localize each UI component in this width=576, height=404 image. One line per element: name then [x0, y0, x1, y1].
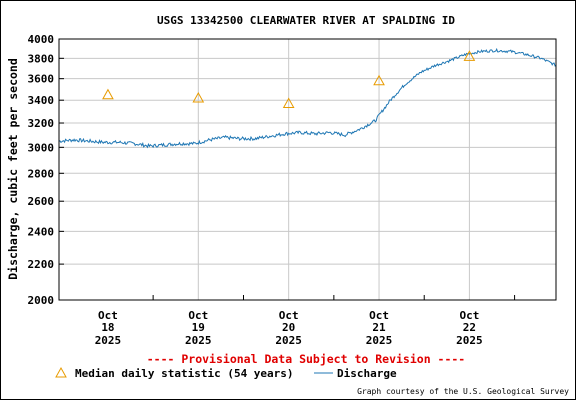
y-axis-ticks: 2000 2200 2400 2600 2800 3000 3200 3400 3600 3800… [28, 33, 64, 307]
y-tick-label: 3800 [28, 52, 55, 65]
x-tick-month: Oct [369, 309, 389, 322]
y-tick-label: 3200 [28, 117, 55, 130]
discharge-series [58, 47, 557, 149]
y-tick-label: 3000 [28, 141, 55, 154]
x-tick-month: Oct [279, 309, 299, 322]
legend-median-label: Median daily statistic (54 years) [75, 367, 294, 380]
x-tick-day: 18 [101, 321, 114, 334]
provisional-notice: ---- Provisional Data Subject to Revisio… [147, 352, 466, 366]
x-tick-year: 2025 [456, 334, 483, 347]
median-point [282, 97, 295, 109]
x-tick-year: 2025 [275, 334, 302, 347]
chart-title: USGS 13342500 CLEARWATER RIVER AT SPALDI… [157, 14, 455, 27]
x-tick-year: 2025 [366, 334, 393, 347]
y-axis-label: Discharge, cubic feet per second [6, 58, 20, 280]
y-tick-label: 2600 [28, 195, 55, 208]
legend-median-triangle-icon [55, 366, 67, 378]
x-tick-day: 20 [282, 321, 295, 334]
x-tick-year: 2025 [185, 334, 212, 347]
y-tick-label: 2200 [28, 258, 55, 271]
discharge-line [58, 47, 557, 149]
y-tick-label: 4000 [28, 33, 55, 46]
y-tick-label: 2400 [28, 225, 55, 238]
x-tick-day: 19 [192, 321, 205, 334]
x-tick-month: Oct [98, 309, 118, 322]
y-tick-label: 3400 [28, 94, 55, 107]
x-tick-month: Oct [188, 309, 208, 322]
credit-text: Graph courtesy of the U.S. Geological Su… [357, 387, 569, 396]
plot-border [58, 38, 557, 301]
x-tick-month: Oct [459, 309, 479, 322]
x-axis-ticks: Oct182025Oct192025Oct202025Oct212025Oct2… [95, 295, 516, 347]
median-point [102, 88, 114, 100]
x-tick-day: 21 [372, 321, 386, 334]
x-tick-year: 2025 [95, 334, 122, 347]
median-series [102, 50, 476, 109]
legend-discharge-label: Discharge [337, 367, 397, 380]
median-point [373, 74, 385, 86]
x-tick-day: 22 [463, 321, 476, 334]
median-point [192, 91, 205, 103]
y-tick-label: 3600 [28, 73, 55, 86]
y-tick-label: 2800 [28, 167, 55, 180]
y-tick-label: 2000 [28, 294, 55, 307]
plot-area [59, 39, 556, 300]
median-point [463, 50, 476, 61]
legend: Median daily statistic (54 years) Discha… [55, 366, 397, 380]
